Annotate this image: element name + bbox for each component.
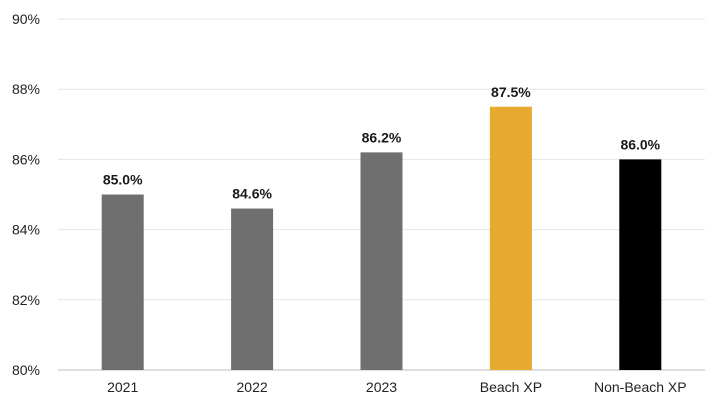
axis-layer: 80% 82% 84% 86% 88% 90% [12, 11, 705, 378]
labels-layer: 85.0% 2021 84.6% 2022 86.2% 2023 87.5% Beach XP… [103, 84, 687, 395]
data-label: 84.6% [232, 186, 272, 202]
bar-2023 [360, 152, 403, 370]
data-label: 85.0% [103, 172, 143, 188]
bar-2021 [101, 194, 144, 370]
y-tick-label: 86% [12, 151, 40, 167]
x-tick-label: Non-Beach XP [594, 379, 687, 395]
x-tick-label: 2021 [107, 379, 138, 395]
x-tick-label: 2022 [237, 379, 268, 395]
x-tick-label: Beach XP [480, 379, 542, 395]
y-tick-label: 90% [12, 11, 40, 27]
y-tick-label: 82% [12, 292, 40, 308]
bars-layer [101, 106, 662, 370]
y-tick-label: 88% [12, 81, 40, 97]
data-label: 87.5% [491, 84, 531, 100]
data-label: 86.0% [620, 136, 660, 152]
data-label: 86.2% [362, 129, 402, 145]
y-tick-label: 84% [12, 222, 40, 238]
x-tick-label: 2023 [366, 379, 397, 395]
bar-2022 [231, 208, 274, 370]
bar-beach-xp [489, 106, 532, 370]
y-tick-label: 80% [12, 362, 40, 378]
bar-non-beach-xp [619, 159, 662, 370]
